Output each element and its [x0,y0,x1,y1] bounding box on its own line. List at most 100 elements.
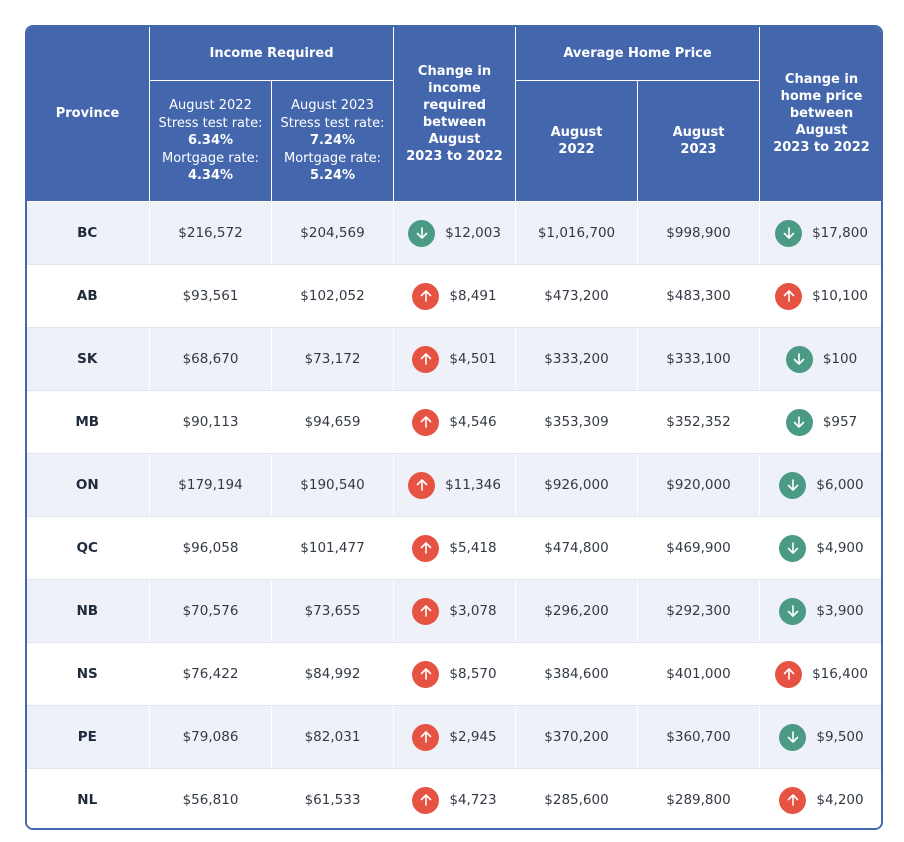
price-2022-cell: $353,309 [515,390,638,454]
header-aug2023-stress-label: Stress test rate: [280,115,385,131]
price-2022-cell: $285,600 [515,768,638,828]
income-change: $5,418 [412,534,497,562]
table-row: AB $93,561 $102,052 $8,491 $473,200 $483… [27,264,881,328]
price-2023-cell: $360,700 [637,705,760,769]
price-change-value: $3,900 [816,603,864,619]
header-price-aug2022-line: August [550,125,603,140]
header-price-aug2023-line: 2023 [680,142,717,157]
price-change-arrow-down-icon [775,219,803,247]
income-change-arrow-up-icon [412,534,440,562]
price-2023-cell: $289,800 [637,768,760,828]
header-change-price-line: between [789,106,854,121]
price-change: $957 [785,408,857,436]
price-2022-cell: $926,000 [515,453,638,517]
price-2023-cell: $998,900 [637,201,760,265]
header-change-income: Change in income required between August… [393,27,516,202]
income-change: $4,546 [412,408,497,436]
price-change-arrow-up-icon [775,282,803,310]
income-change-cell: $4,546 [393,390,516,454]
income-2022-cell: $179,194 [149,453,272,517]
income-2022-cell: $93,561 [149,264,272,328]
income-2023-cell: $102,052 [271,264,394,328]
header-aug2023-mortgage-value: 5.24% [309,168,356,184]
header-aug2023-stress-value: 7.24% [309,133,356,149]
header-aug2022-stress-value: 6.34% [187,133,234,149]
table-row: MB $90,113 $94,659 $4,546 $353,309 $352,… [27,390,881,454]
price-change: $4,900 [779,534,864,562]
income-2022-cell: $90,113 [149,390,272,454]
income-change-cell: $11,346 [393,453,516,517]
income-change-value: $12,003 [445,225,501,241]
price-change-value: $100 [822,351,858,367]
table-row: ON $179,194 $190,540 $11,346 $926,000 $9… [27,453,881,517]
income-change-cell: $5,418 [393,516,516,580]
income-2023-cell: $73,172 [271,327,394,391]
price-2022-cell: $474,800 [515,516,638,580]
price-change-value: $10,100 [812,288,868,304]
data-table-frame: Province Income Required Change in incom… [25,25,883,830]
price-2022-cell: $473,200 [515,264,638,328]
income-change-arrow-up-icon [412,723,440,751]
price-change-value: $9,500 [816,729,864,745]
province-cell: QC [27,516,150,580]
income-change-cell: $2,945 [393,705,516,769]
price-change-value: $4,200 [816,792,864,808]
table-row: NB $70,576 $73,655 $3,078 $296,200 $292,… [27,579,881,643]
price-change: $16,400 [775,660,868,688]
price-change-cell: $4,200 [759,768,881,828]
table-row: NS $76,422 $84,992 $8,570 $384,600 $401,… [27,642,881,706]
income-change-cell: $3,078 [393,579,516,643]
income-change-arrow-up-icon [412,786,440,814]
price-change-arrow-up-icon [775,660,803,688]
price-change-value: $6,000 [816,477,864,493]
header-change-income-line: income [428,80,481,96]
header-income-aug2023: August 2023 Stress test rate: 7.24% Mort… [271,80,394,202]
price-change-cell: $3,900 [759,579,881,643]
price-change-cell: $9,500 [759,705,881,769]
province-cell: NS [27,642,150,706]
header-aug2022-mortgage-label: Mortgage rate: [162,150,259,166]
income-change-value: $5,418 [449,540,497,556]
table-header: Province Income Required Change in incom… [27,27,881,202]
income-2023-cell: $61,533 [271,768,394,828]
header-aug2022-label: August 2022 [169,98,252,114]
income-change-cell: $12,003 [393,201,516,265]
price-2022-cell: $370,200 [515,705,638,769]
header-change-price-line: 2023 to 2022 [773,140,870,155]
province-cell: MB [27,390,150,454]
header-income-required: Income Required [149,27,394,81]
income-change-value: $4,546 [449,414,497,430]
income-2022-cell: $76,422 [149,642,272,706]
province-cell: PE [27,705,150,769]
header-aug2023-mortgage-label: Mortgage rate: [284,150,381,166]
price-change-arrow-up-icon [779,786,807,814]
header-price-aug2022-line: 2022 [558,142,595,157]
price-2023-cell: $352,352 [637,390,760,454]
income-change-arrow-up-icon [412,408,440,436]
income-change: $4,501 [412,345,497,373]
province-cell: ON [27,453,150,517]
income-2022-cell: $79,086 [149,705,272,769]
price-2023-cell: $469,900 [637,516,760,580]
price-change: $3,900 [779,597,864,625]
price-change: $100 [785,345,858,373]
income-2023-cell: $94,659 [271,390,394,454]
table-row: SK $68,670 $73,172 $4,501 $333,200 $333,… [27,327,881,391]
header-aug2022-stress-label: Stress test rate: [158,115,263,131]
header-change-income-line: August [428,131,481,147]
price-change: $17,800 [775,219,868,247]
header-income-aug2022: August 2022 Stress test rate: 6.34% Mort… [149,80,272,202]
price-change-cell: $100 [759,327,881,391]
price-change: $6,000 [779,471,864,499]
price-2022-cell: $296,200 [515,579,638,643]
price-2023-cell: $483,300 [637,264,760,328]
income-home-price-table: Province Income Required Change in incom… [27,27,881,828]
price-change-arrow-down-icon [779,597,807,625]
header-change-income-line: Change in [417,63,492,79]
income-change: $3,078 [412,597,497,625]
income-change-value: $2,945 [449,729,497,745]
price-change-cell: $6,000 [759,453,881,517]
income-change-arrow-up-icon [412,282,440,310]
price-change-cell: $16,400 [759,642,881,706]
income-change-cell: $4,723 [393,768,516,828]
